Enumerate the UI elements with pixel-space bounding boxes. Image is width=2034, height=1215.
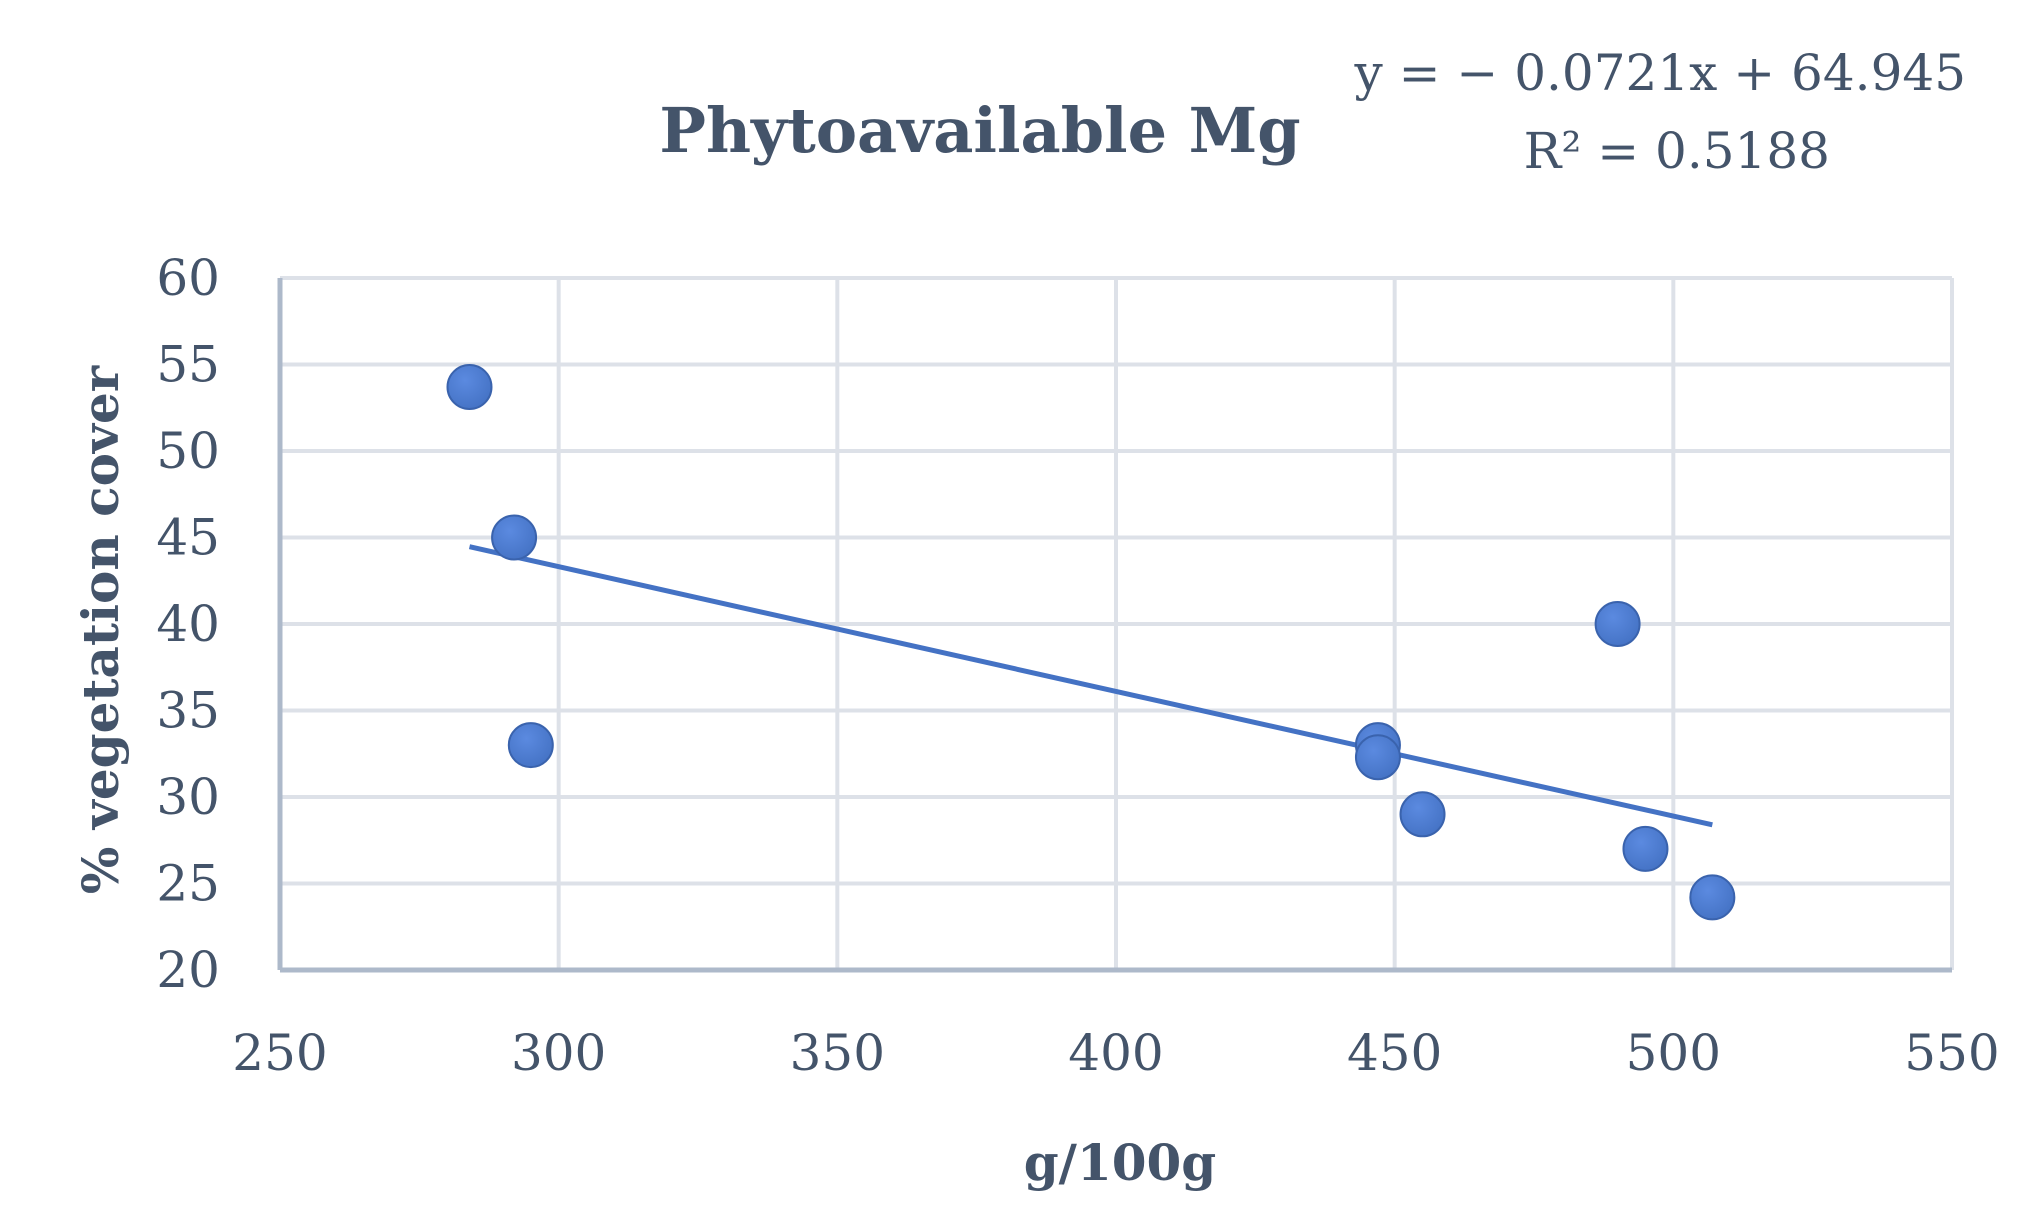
y-tick-label: 55 <box>156 336 220 394</box>
trendline-r-squared: R² = 0.5188 <box>1524 122 1830 180</box>
data-point <box>1689 874 1736 921</box>
data-point <box>1399 791 1446 838</box>
x-tick-label: 450 <box>1347 1024 1442 1082</box>
y-tick-label: 25 <box>156 855 220 913</box>
trendline-equation: y = − 0.0721x + 64.945 <box>1354 44 1967 102</box>
y-axis-label: % vegetation cover <box>71 365 130 894</box>
data-points <box>446 363 1736 921</box>
y-tick-labels: 20 25 30 35 40 45 50 55 60 <box>156 249 220 999</box>
x-axis-label: g/100g <box>1024 1133 1217 1192</box>
x-tick-label: 300 <box>511 1024 606 1082</box>
data-point <box>1354 734 1401 781</box>
data-point <box>507 722 554 769</box>
x-tick-label: 550 <box>1904 1024 1999 1082</box>
x-tick-label: 400 <box>1068 1024 1163 1082</box>
y-tick-label: 35 <box>156 682 220 740</box>
y-tick-label: 20 <box>156 941 220 999</box>
y-tick-label: 60 <box>156 249 220 307</box>
y-tick-label: 50 <box>156 422 220 480</box>
data-point <box>446 363 493 410</box>
chart-title: Phytoavailable Mg <box>659 94 1300 167</box>
y-tick-label: 40 <box>156 595 220 653</box>
x-tick-label: 350 <box>790 1024 885 1082</box>
grid-lines <box>278 276 1954 972</box>
x-tick-label: 500 <box>1626 1024 1721 1082</box>
data-point <box>1622 825 1669 872</box>
y-tick-label: 30 <box>156 768 220 826</box>
trendline-group <box>468 544 1713 828</box>
y-tick-label: 45 <box>156 509 220 567</box>
data-point <box>1594 601 1641 647</box>
axes <box>277 278 1952 973</box>
x-tick-labels: 250 300 350 400 450 500 550 <box>232 1024 1999 1082</box>
trendline <box>468 544 1713 828</box>
data-point <box>491 514 538 561</box>
x-tick-label: 250 <box>232 1024 327 1082</box>
